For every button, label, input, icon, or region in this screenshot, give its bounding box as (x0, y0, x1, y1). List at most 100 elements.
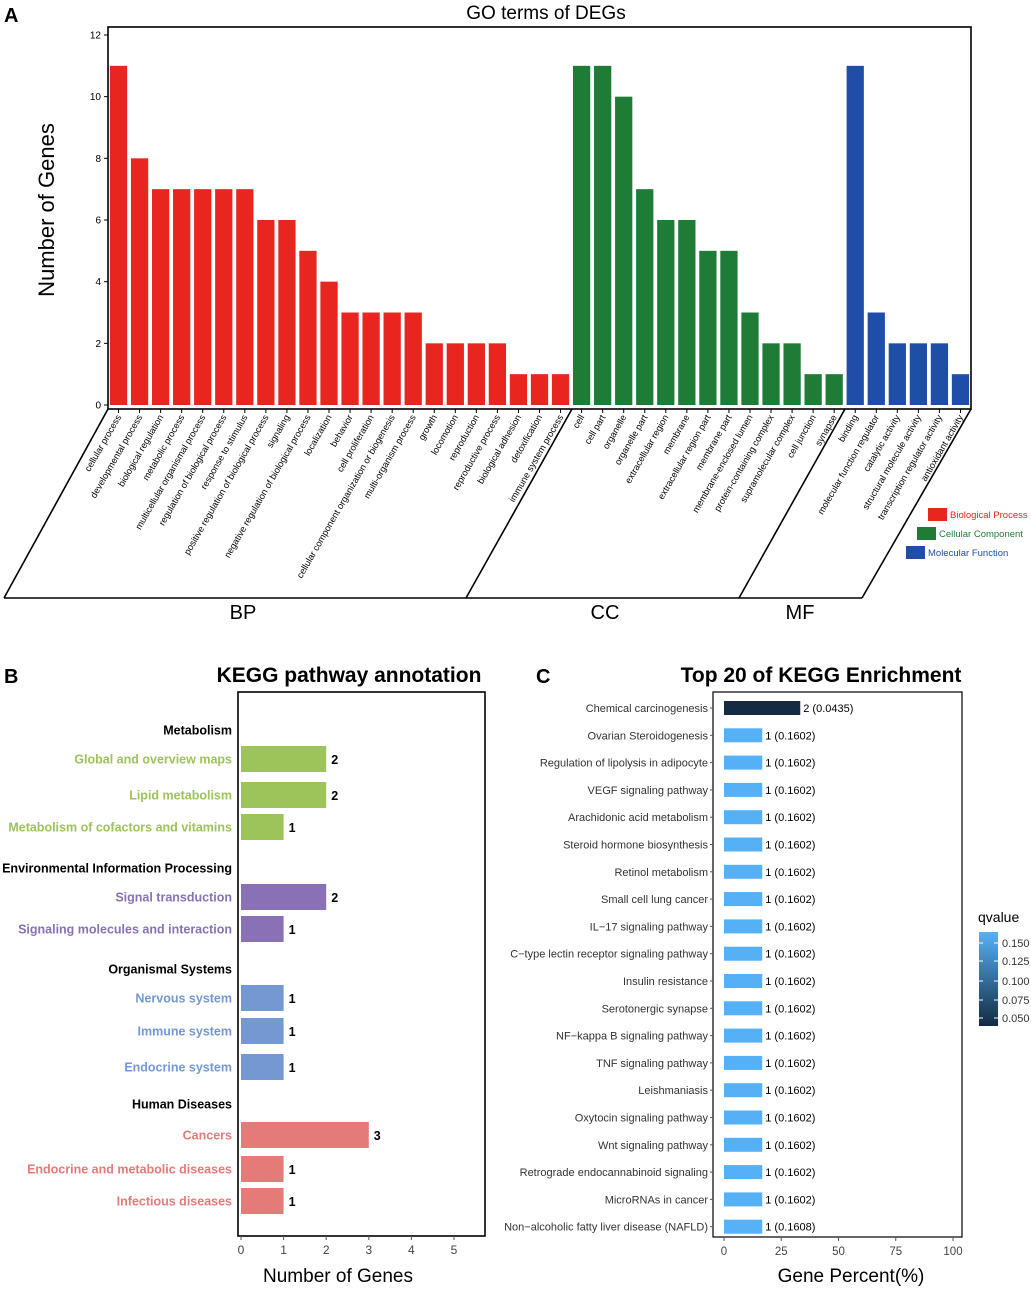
go-bar (320, 281, 338, 405)
group-label-cc: CC (591, 602, 620, 624)
enrichment-bar (724, 837, 763, 852)
go-bar (720, 250, 738, 405)
go-legend-label: Molecular Function (928, 548, 1008, 559)
bp-cc-divider (465, 408, 573, 599)
mf-bracket-right (861, 408, 972, 599)
kegg-bar-label: Signal transduction (115, 891, 232, 905)
kegg-enrichment-frame (712, 691, 963, 1238)
colorbar-title: qvalue (978, 909, 1019, 925)
go-bar (467, 343, 485, 405)
go-bar (215, 189, 233, 405)
go-bar (299, 250, 317, 405)
kegg-bar (241, 1156, 284, 1182)
kegg-bar-value: 2 (331, 789, 338, 803)
kegg-bar-label: Nervous system (135, 992, 232, 1006)
kegg-x-tick-label: 2 (323, 1243, 330, 1257)
enrichment-category-label: Retinol metabolism (614, 867, 708, 879)
go-bar (594, 65, 612, 405)
bp-bracket-left (3, 408, 109, 599)
kegg-annotation-x-label: Number of Genes (263, 1266, 413, 1287)
go-bar (425, 343, 443, 405)
kegg-bar (241, 884, 327, 910)
enrichment-bar (724, 919, 763, 934)
kegg-category-header: Environmental Information Processing (2, 862, 232, 876)
kegg-bar (241, 1122, 369, 1148)
enrichment-bar (724, 892, 763, 907)
kegg-bar-value: 2 (331, 753, 338, 767)
enrichment-bar (724, 701, 801, 715)
go-bar (236, 189, 254, 405)
enrichment-bar-label: 1 (0.1602) (765, 730, 815, 742)
colorbar-tick-label: 0.125 (1002, 956, 1030, 968)
enrichment-bar-label: 1 (0.1602) (765, 840, 815, 852)
enrichment-bar (724, 1165, 763, 1180)
go-bar (888, 343, 906, 405)
enrichment-bar (724, 1001, 763, 1016)
go-bar (804, 374, 822, 405)
enrichment-category-label: C−type lectin receptor signaling pathway (510, 949, 708, 961)
enrichment-bar (724, 946, 763, 961)
enrichment-bar (724, 810, 763, 825)
go-legend-swatch (917, 527, 936, 540)
kegg-bar-label: Metabolism of cofactors and vitamins (8, 821, 232, 835)
go-y-tick-label: 6 (95, 216, 101, 227)
kegg-bar (241, 1018, 284, 1044)
kegg-annotation-x-axis: 0 1 2 3 4 5 (238, 1236, 458, 1257)
kegg-bar-value: 1 (289, 1025, 296, 1039)
go-bar (530, 374, 549, 405)
enrichment-x-tick-label: 25 (775, 1246, 788, 1258)
enrichment-bar-label: 1 (0.1602) (765, 1113, 815, 1125)
kegg-bar-value: 1 (289, 1061, 296, 1075)
kegg-enrichment-x-label: Gene Percent(%) (778, 1266, 925, 1287)
kegg-bar-label: Cancers (183, 1129, 232, 1143)
go-bar (951, 374, 970, 405)
enrichment-x-tick-label: 75 (889, 1246, 902, 1258)
kegg-bar (241, 746, 327, 772)
go-bar (846, 65, 864, 405)
kegg-x-tick-label: 0 (238, 1243, 245, 1257)
enrichment-bar-label: 1 (0.1602) (765, 812, 815, 824)
go-bar (383, 312, 401, 405)
go-bar (151, 189, 170, 405)
go-y-tick-label: 2 (95, 339, 101, 350)
go-bar (278, 220, 296, 405)
kegg-bar-label: Global and overview maps (74, 753, 232, 767)
enrichment-bar (724, 1028, 763, 1043)
colorbar-tick-label: 0.100 (1002, 976, 1030, 988)
enrichment-bar-label: 2 (0.0435) (803, 703, 853, 715)
kegg-bar (241, 1054, 284, 1080)
kegg-bar-value: 1 (289, 821, 296, 835)
enrichment-category-label: Retrograde endocannabinoid signaling (520, 1167, 708, 1179)
enrichment-bar (724, 1055, 763, 1070)
kegg-category-header: Organismal Systems (108, 963, 232, 977)
kegg-bar (241, 1188, 284, 1214)
kegg-bar-value: 1 (289, 1195, 296, 1209)
go-bar (572, 65, 591, 405)
enrichment-bar-label: 1 (0.1602) (765, 867, 815, 879)
panel-label-c: C (536, 666, 550, 688)
enrichment-bar-label: 1 (0.1602) (765, 949, 815, 961)
go-legend-label: Cellular Component (939, 529, 1023, 540)
go-bar (446, 343, 464, 405)
enrichment-category-label: Arachidonic acid metabolism (568, 812, 708, 824)
go-bar (509, 374, 528, 405)
go-bar (194, 189, 212, 405)
go-bar (762, 343, 780, 405)
colorbar-gradient (979, 932, 998, 1026)
go-bar (636, 189, 654, 405)
go-bar (257, 220, 275, 405)
go-bar (825, 374, 843, 405)
enrichment-bar (724, 1192, 763, 1207)
go-bar (551, 374, 570, 405)
go-legend-swatch (928, 508, 947, 521)
enrichment-bar (724, 1137, 763, 1152)
enrichment-category-label: Leishmaniasis (638, 1085, 708, 1097)
kegg-bar (241, 814, 284, 840)
enrichment-bar-label: 1 (0.1602) (765, 1031, 815, 1043)
enrichment-bar-label: 1 (0.1602) (765, 1085, 815, 1097)
go-bar (615, 96, 633, 406)
kegg-x-tick-label: 5 (451, 1243, 458, 1257)
kegg-annotation-bars: Metabolism Global and overview maps 2 Lipid… (2, 724, 381, 1214)
kegg-bar-value: 3 (374, 1129, 381, 1143)
